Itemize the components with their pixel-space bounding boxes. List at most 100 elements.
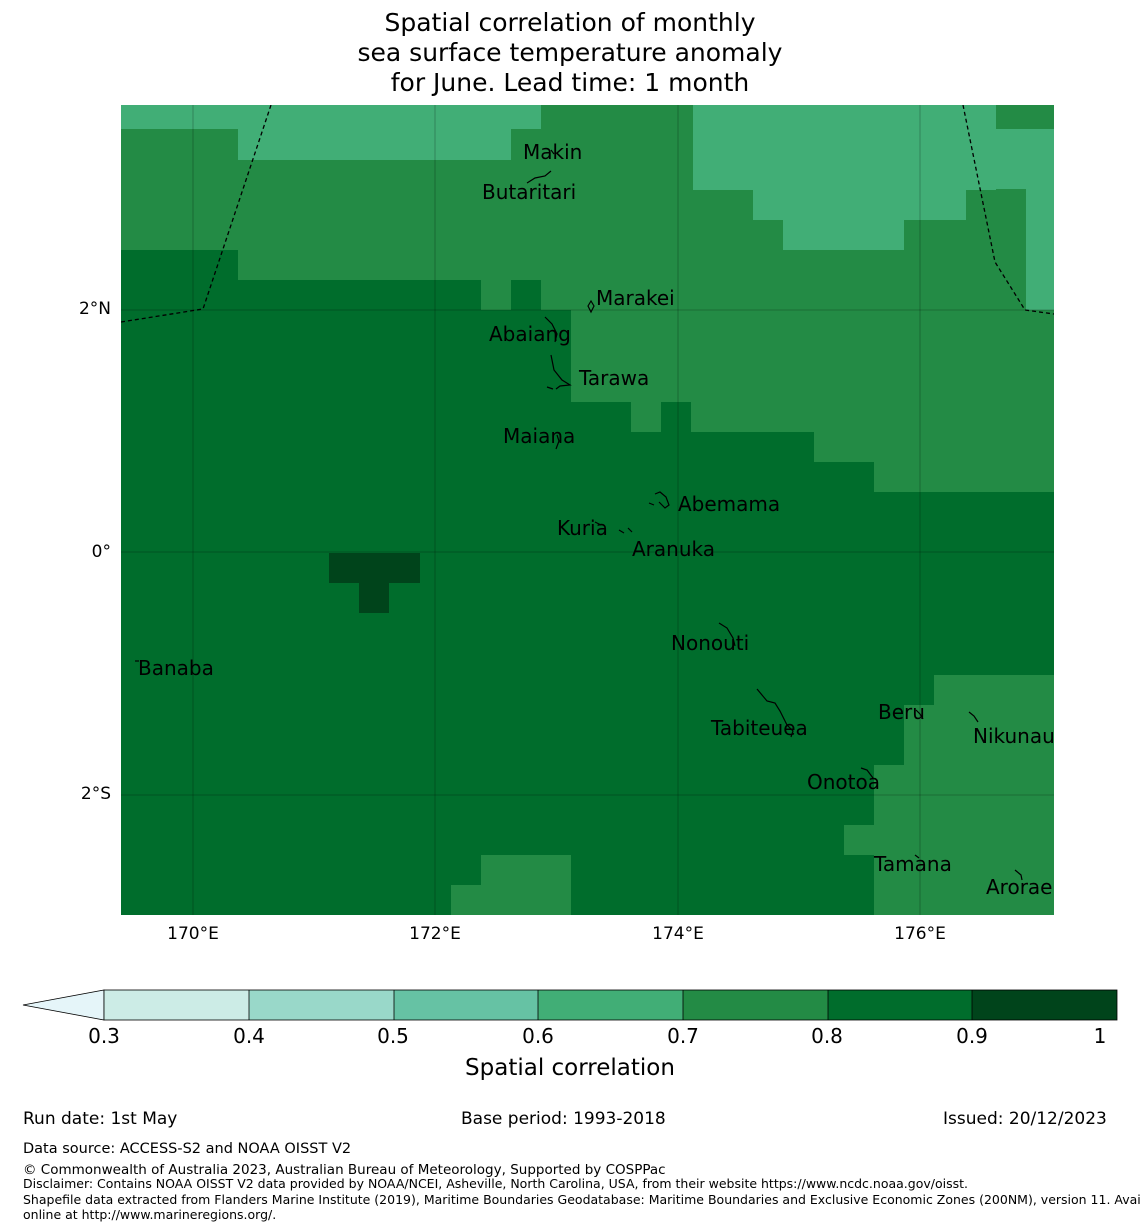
cell [631,402,661,432]
place-label-tamana: Tamana [874,852,952,876]
place-label-abaiang: Abaiang [489,322,571,346]
chart-title-line-3: for June. Lead time: 1 month [390,68,750,97]
data-source: Data source: ACCESS-S2 and NOAA OISST V2 [23,1141,352,1157]
colorbar-tick: 0.8 [811,1024,843,1048]
colorbar-dividers [103,989,1118,1021]
cell [874,765,1054,825]
cell [904,705,1054,765]
place-label-arorae: Arorae [986,875,1053,899]
eez-boundaries [121,105,1054,323]
colorbar-tick: 0.3 [88,1024,120,1048]
cell [238,250,1054,280]
lat-label-2s: 2°S [80,784,111,804]
island-tamana [914,854,920,859]
lon-label-170e: 170°E [167,924,219,944]
island-outlines [135,149,1023,881]
lon-label-172e: 172°E [409,924,461,944]
cell [753,190,966,220]
shapefile-credit-line-1: Shapefile data extracted from Flanders M… [23,1192,1140,1207]
cell [693,105,996,190]
chart-title-line-2: sea surface temperature anomaly [357,38,783,67]
place-label-abemama: Abemama [678,492,781,516]
cell [874,855,1054,915]
island-onotoa [860,767,874,779]
place-label-tabiteuea: Tabiteuea [711,716,808,740]
colorbar-tick: 0.5 [377,1024,409,1048]
island-beru [915,709,924,720]
cell [329,553,420,583]
cell [541,280,1054,310]
cell [359,583,389,613]
place-label-kuria: Kuria [557,516,608,540]
island-butaritari [526,170,552,184]
cell [874,462,1054,492]
place-label-aranuka: Aranuka [632,537,715,561]
colorbar-title: Spatial correlation [465,1055,675,1081]
map-canvas [121,105,1054,915]
shapefile-credit-line-2: online at http://www.marineregions.org/. [23,1207,277,1222]
place-label-butaritari: Butaritari [482,180,577,204]
colorbar-tick: 0.7 [667,1024,699,1048]
eez-boundary-east [962,105,1054,315]
cell [814,432,1054,462]
place-label-makin: Makin [523,140,583,164]
cell [844,825,1054,855]
colorbar-tick: 0.6 [522,1024,554,1048]
island-makin [550,149,555,155]
island-tarawa [546,354,572,390]
cell [934,675,1054,705]
colorbar-bin-0.4-0.5 [249,990,394,1020]
island-abemama [648,491,670,509]
colorbar-bin-0.9-1 [972,990,1117,1020]
colorbar-tick: 0.9 [956,1024,988,1048]
island-nonouti [718,622,736,647]
island-marakei [587,299,595,314]
eez-boundary-west [121,105,272,323]
colorbar-bin-0.3-0.4 [104,990,249,1020]
island-nikunau [968,711,979,723]
place-label-nikunau: Nikunau [973,724,1055,748]
cell [1026,189,1054,310]
colorbar-outline [103,989,1118,1021]
colorbar-tick: 0.4 [233,1024,265,1048]
correlation-map [121,105,1054,915]
colorbar [22,989,1118,1021]
place-label-marakei: Marakei [596,286,675,310]
colorbar-extend-arrow [22,989,105,1021]
issued-date: Issued: 20/12/2023 [943,1109,1107,1129]
regions-0.6-0.7 [121,105,1054,310]
chart-title-line-1: Spatial correlation of monthly [384,8,756,37]
lon-label-176e: 176°E [894,924,946,944]
island-kuria [594,521,633,534]
gridlines [121,105,1054,915]
cell [121,105,541,129]
lat-label-2n: 2°N [78,299,111,319]
base-period: Base period: 1993-2018 [461,1109,666,1129]
copyright: © Commonwealth of Australia 2023, Austra… [23,1162,666,1178]
colorbar-bin-0.8-0.9 [828,990,972,1020]
island-maiana [555,434,560,450]
cell [238,129,511,160]
place-label-onotoa: Onotoa [807,770,880,794]
colorbar-bin-0.6-0.7 [538,990,683,1020]
island-arorae [1014,869,1023,881]
cell [571,310,1054,402]
cell [451,885,481,915]
place-label-tarawa: Tarawa [579,366,650,390]
cell [783,220,904,250]
lon-label-174e: 174°E [652,924,704,944]
cell [481,280,511,310]
island-tabiteuea [756,688,794,738]
colorbar-bin-0.7-0.8 [683,990,828,1020]
place-label-nonouti: Nonouti [671,631,750,655]
regions-0.9-1 [329,553,420,613]
disclaimer: Disclaimer: Contains NOAA OISST V2 data … [23,1176,968,1191]
island-abaiang [544,316,558,343]
place-label-maiana: Maiana [503,424,576,448]
cell [996,129,1054,189]
run-date: Run date: 1st May [23,1109,178,1129]
cell [691,402,1054,432]
lat-label-equator: 0° [91,542,111,562]
cell [481,855,571,915]
colorbar-bin-0.5-0.6 [394,990,538,1020]
